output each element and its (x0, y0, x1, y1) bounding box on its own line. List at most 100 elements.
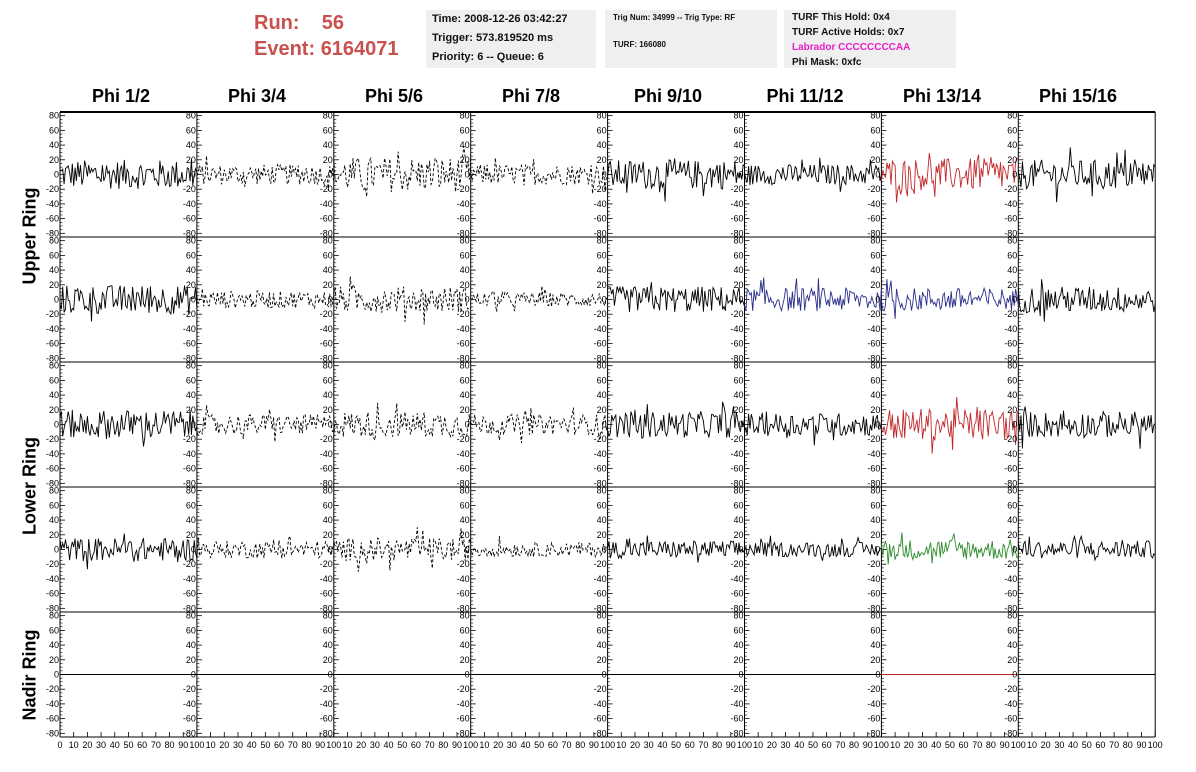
y-tick-label: -40 (457, 699, 470, 709)
y-tick-label: 40 (733, 390, 743, 400)
x-tick-label: 20 (904, 740, 914, 750)
y-tick-label: 20 (186, 280, 196, 290)
y-tick-label: -20 (1004, 684, 1017, 694)
y-tick-label: 60 (870, 250, 880, 260)
y-tick-label: 40 (870, 640, 880, 650)
y-tick-label: 80 (597, 236, 607, 246)
y-tick-label: -80 (867, 228, 880, 238)
phi-header-3: Phi 5/6 (364, 86, 424, 106)
time-info-box: Time: 2008-12-26 03:42:27 Trigger: 573.8… (426, 10, 596, 68)
waveform-trace (470, 536, 609, 559)
y-tick-label: -60 (320, 339, 333, 349)
y-tick-label: 20 (870, 155, 880, 165)
x-tick-label: 60 (548, 740, 558, 750)
y-tick-label: 80 (870, 111, 880, 121)
y-tick-label: 20 (733, 530, 743, 540)
y-tick-label: 20 (870, 280, 880, 290)
x-tick-label: 40 (1068, 740, 1078, 750)
y-tick-label: -40 (320, 324, 333, 334)
y-tick-label: 0 (465, 420, 470, 430)
run-label: Run: (254, 12, 300, 34)
x-tick-label: 60 (822, 740, 832, 750)
y-tick-label: 60 (186, 625, 196, 635)
y-tick-label: 60 (597, 125, 607, 135)
y-tick-label: 60 (186, 250, 196, 260)
x-tick-label: 30 (507, 740, 517, 750)
y-tick-label: 0 (465, 545, 470, 555)
y-tick-label: 40 (323, 640, 333, 650)
y-tick-label: -60 (183, 714, 196, 724)
y-tick-label: -20 (320, 684, 333, 694)
y-tick-label: -20 (457, 559, 470, 569)
y-tick-label: -80 (1004, 353, 1017, 363)
y-tick-label: 20 (323, 405, 333, 415)
x-tick-label: 70 (1109, 740, 1119, 750)
y-tick-label: 40 (186, 265, 196, 275)
y-tick-label: 40 (460, 390, 470, 400)
y-tick-label: -60 (46, 714, 59, 724)
y-tick-label: -80 (457, 228, 470, 238)
y-tick-label: 40 (1007, 140, 1017, 150)
y-tick-label: 80 (1007, 361, 1017, 371)
x-tick-label: 70 (972, 740, 982, 750)
y-tick-label: 0 (465, 170, 470, 180)
y-tick-label: 20 (460, 280, 470, 290)
y-tick-label: 0 (602, 545, 607, 555)
x-tick-label: 60 (137, 740, 147, 750)
phi-header-6: Phi 11/12 (766, 86, 844, 106)
y-tick-label: 0 (1012, 420, 1017, 430)
y-tick-label: -20 (867, 684, 880, 694)
y-tick-label: -40 (46, 574, 59, 584)
y-tick-label: 80 (1007, 111, 1017, 121)
x-tick-label: 10 (890, 740, 900, 750)
y-tick-label: 20 (186, 655, 196, 665)
y-tick-label: 40 (186, 640, 196, 650)
y-tick-label: -40 (183, 574, 196, 584)
y-tick-label: 80 (733, 236, 743, 246)
x-tick-label: 100 (1148, 740, 1163, 750)
y-tick-label: 0 (54, 295, 59, 305)
y-tick-label: -80 (867, 728, 880, 738)
x-tick-label: 20 (493, 740, 503, 750)
y-tick-label: -20 (1004, 559, 1017, 569)
x-tick-label: 20 (767, 740, 777, 750)
y-tick-label: 20 (186, 530, 196, 540)
y-tick-label: 80 (597, 611, 607, 621)
phi-mask-text: Phi Mask: 0xfc (792, 57, 862, 68)
y-tick-label: 40 (186, 390, 196, 400)
y-tick-label: 40 (597, 390, 607, 400)
y-tick-label: 20 (460, 155, 470, 165)
y-tick-label: 40 (870, 390, 880, 400)
y-tick-label: 0 (54, 420, 59, 430)
y-tick-label: -40 (594, 574, 607, 584)
y-tick-label: 80 (49, 236, 59, 246)
y-tick-label: 80 (1007, 486, 1017, 496)
y-tick-label: -80 (183, 228, 196, 238)
y-tick-label: 60 (733, 125, 743, 135)
y-tick-label: 40 (733, 515, 743, 525)
y-tick-label: -60 (867, 714, 880, 724)
waveform-trace (744, 535, 882, 561)
y-tick-label: 20 (49, 530, 59, 540)
y-tick-label: 40 (49, 140, 59, 150)
x-tick-label: 80 (1123, 740, 1133, 750)
y-tick-label: -80 (183, 478, 196, 488)
y-tick-label: -40 (867, 699, 880, 709)
y-tick-label: 0 (738, 420, 743, 430)
y-tick-label: 40 (870, 140, 880, 150)
y-tick-label: -60 (183, 589, 196, 599)
waveform-trace (607, 282, 745, 313)
y-tick-label: -20 (457, 684, 470, 694)
x-tick-label: 70 (425, 740, 435, 750)
y-tick-label: -60 (730, 464, 743, 474)
y-tick-label: -80 (457, 728, 470, 738)
y-tick-label: -60 (46, 214, 59, 224)
waveform-trace (333, 276, 471, 325)
y-tick-label: -40 (320, 199, 333, 209)
y-tick-label: -20 (594, 684, 607, 694)
y-tick-label: 0 (602, 670, 607, 680)
phi-header-4: Phi 7/8 (501, 86, 561, 106)
x-tick-label: 70 (562, 740, 572, 750)
waveform-trace (196, 155, 335, 192)
y-tick-label: 40 (186, 140, 196, 150)
